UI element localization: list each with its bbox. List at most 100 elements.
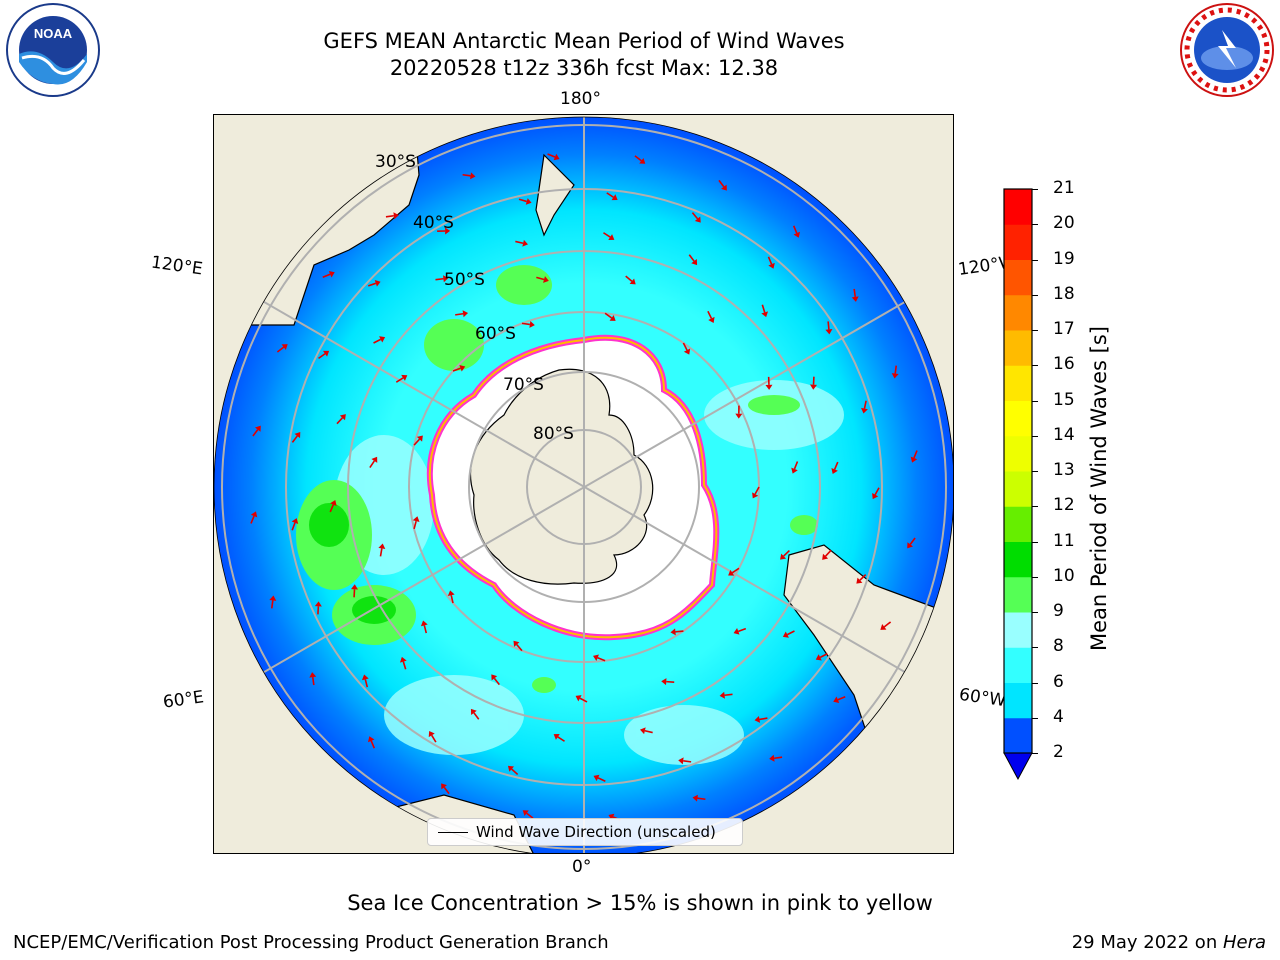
wave-arrow-shaft [675, 630, 684, 633]
colorbar-tick-label: 2 [1053, 742, 1064, 762]
wave-arrow-head [670, 628, 676, 636]
colorbar-tick-label: 19 [1053, 248, 1075, 269]
wave-arrow-shaft [718, 179, 725, 188]
wave-arrow-shaft [557, 736, 565, 742]
wave-arrow-shaft [385, 214, 394, 218]
colorbar-tick-label: 18 [1053, 283, 1075, 304]
wave-arrow-shaft [413, 520, 417, 530]
chart-title: GEFS MEAN Antarctic Mean Period of Wind … [323, 29, 845, 53]
wave-arrow-head [735, 413, 743, 419]
colorbar-band [1004, 717, 1032, 754]
wave-arrow-head [294, 431, 301, 439]
colorbar-band [1004, 365, 1032, 401]
lat-label-40s: 40°S [413, 213, 454, 233]
wave-arrow-head [815, 654, 822, 661]
wave-arrow-head [761, 311, 769, 318]
wave-arrow-shaft [894, 365, 898, 374]
colorbar-tick-label: 16 [1053, 354, 1075, 375]
wave-arrow-shaft [793, 461, 799, 470]
wave-arrow-head [721, 184, 727, 191]
colorbar-tick-label: 15 [1053, 389, 1075, 410]
wave-arrow-shaft [367, 282, 377, 287]
wave-arrow-head [314, 601, 322, 607]
chart-subtitle: 20220528 t12z 336h fcst Max: 12.38 [389, 56, 779, 80]
wave-arrow-head [608, 813, 615, 821]
wave-arrow-shaft [395, 377, 404, 383]
colorbar-under-extension [1003, 752, 1033, 781]
wave-arrow-head [428, 731, 435, 738]
wave-arrow-head [328, 270, 335, 278]
wave-arrow-head [609, 315, 616, 321]
colorbar-band [1004, 435, 1032, 472]
wave-arrow-head [872, 493, 879, 500]
colorbar-tick-mark [1032, 647, 1038, 649]
wave-arrow-head [907, 542, 914, 549]
wave-arrow-head [351, 584, 358, 590]
colorbar-tick-mark [1032, 330, 1038, 331]
footer-date: 29 May 2022 on Hera [1072, 932, 1266, 953]
wave-arrow-head [309, 672, 317, 678]
colorbar-band [1004, 330, 1032, 366]
wave-arrow-head [861, 407, 868, 414]
wave-arrow-shaft [874, 487, 880, 496]
wave-arrow-head [420, 620, 428, 627]
wave-arrow-shaft [697, 797, 706, 801]
wave-arrow-head [593, 774, 600, 782]
wave-arrow-shaft [634, 155, 642, 162]
colorbar-band [1004, 612, 1032, 648]
sea-ice-caption: Sea Ice Concentration > 15% is shown in … [347, 891, 933, 915]
wave-arrow-shaft [759, 717, 768, 721]
wave-arrow-head [553, 733, 560, 740]
wave-arrow-head [880, 624, 887, 630]
wave-arrow-head [330, 500, 337, 506]
wave-arrow-head [856, 577, 863, 584]
colorbar-band [1004, 471, 1032, 507]
wave-arrow-shaft [318, 353, 326, 360]
graticule [214, 117, 953, 853]
wave-arrow-head [851, 296, 859, 302]
wave-arrow-head [374, 279, 381, 287]
wave-arrow-head [513, 640, 520, 647]
meridian-label-60e: 60°E [161, 687, 206, 713]
lat-label-30s: 30°S [375, 152, 416, 172]
wave-arrow-head [754, 715, 761, 723]
wave-arrow-shaft [373, 338, 382, 344]
wave-arrow-head [810, 384, 817, 390]
colorbar-band [1004, 541, 1032, 578]
wave-arrow-shaft [452, 367, 461, 372]
map-legend: Wind Wave Direction (unscaled) [427, 818, 743, 846]
wave-arrow-shaft [754, 486, 760, 495]
wave-arrow-head [412, 516, 420, 523]
footer-machine: Hera [1222, 932, 1266, 953]
wave-arrow-shaft [431, 734, 437, 743]
colorbar [1003, 188, 1033, 781]
wave-arrow-head [445, 227, 451, 235]
map-boundary [214, 116, 953, 853]
wave-arrow-shaft [379, 548, 383, 557]
colorbar-band [1004, 647, 1032, 683]
wave-arrow-shaft [291, 522, 296, 531]
wave-arrow-shaft [526, 812, 534, 819]
wave-arrow-head [491, 674, 498, 681]
wave-arrow-head [791, 467, 798, 474]
colorbar-tick-label: 17 [1053, 319, 1075, 339]
colorbar-band [1004, 400, 1032, 437]
wave-arrow-head [822, 553, 829, 560]
colorbar-tick-label: 13 [1053, 460, 1075, 480]
colorbar-tick-mark [1032, 400, 1038, 402]
sea-ice-edge-yellow [428, 336, 718, 639]
colorbar-tick-label: 8 [1053, 636, 1064, 657]
colorbar-band [1004, 294, 1032, 331]
wave-arrow-shaft [819, 653, 828, 659]
wave-arrow-shaft [909, 537, 916, 545]
colorbar-label: Mean Period of Wind Waves [s] [1087, 326, 1111, 651]
wave-arrow-head [378, 543, 386, 550]
wave-arrow-head [281, 344, 288, 350]
wave-arrow-shaft [493, 677, 500, 686]
wave-arrow-shaft [792, 225, 798, 234]
polar-map [214, 115, 953, 853]
wave-arrow-shaft [511, 768, 519, 776]
wave-arrow-head [442, 275, 449, 283]
wave-arrow-head [629, 278, 636, 285]
wave-arrow-shaft [731, 567, 740, 574]
